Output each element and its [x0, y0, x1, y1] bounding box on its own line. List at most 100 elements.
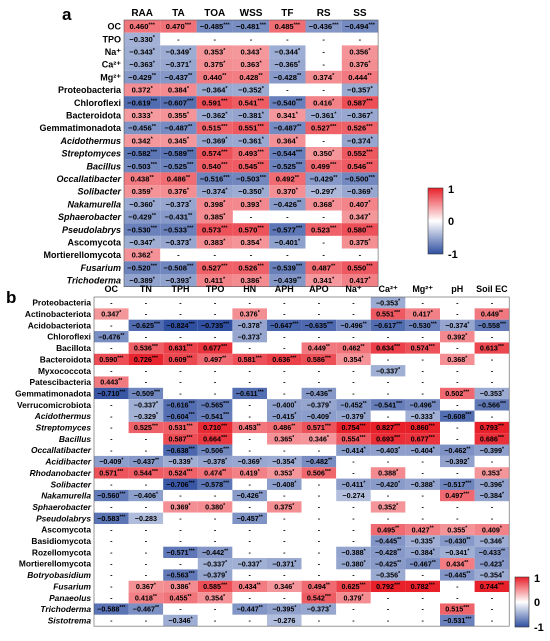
cell-label: - — [179, 559, 182, 568]
cell-label: −0.406* — [134, 491, 158, 500]
heatmap-cell — [269, 197, 306, 211]
heatmap-cell — [128, 297, 164, 309]
cell-label: 0.376* — [349, 60, 371, 69]
cell-label: −0.392* — [445, 457, 469, 466]
cell-label: −0.330* — [129, 35, 155, 44]
heatmap-cell — [474, 603, 510, 615]
heatmap-cell — [336, 410, 371, 422]
cell-label: −0.373* — [166, 200, 192, 209]
cell-label: - — [322, 213, 325, 222]
row-label-acidothermus: Acidothermus — [34, 411, 92, 421]
heatmap-cell — [128, 308, 164, 320]
cell-label: - — [456, 423, 459, 432]
cell-label: 0.375* — [204, 60, 226, 69]
heatmap-cell — [197, 319, 233, 332]
heatmap-cell — [94, 478, 129, 490]
heatmap-cell — [405, 569, 440, 581]
cell-label: −0.379* — [307, 400, 331, 409]
heatmap-cell — [440, 467, 475, 479]
cell-label: −0.517*** — [443, 480, 471, 489]
heatmap-cell — [232, 197, 270, 211]
cell-label: - — [110, 298, 113, 307]
heatmap-cell — [124, 134, 161, 147]
heatmap-cell — [301, 387, 337, 400]
cell-label: - — [456, 469, 459, 478]
cell-label: 0.355* — [168, 111, 190, 120]
cell-label: −0.415* — [272, 412, 296, 421]
cell-label: 0.710*** — [203, 423, 227, 432]
cell-label: 0.587*** — [347, 98, 373, 107]
cell-label: 0.531*** — [168, 423, 192, 432]
heatmap-cell — [440, 558, 475, 570]
cell-label: 0.343* — [240, 47, 262, 56]
heatmap-cell — [269, 20, 306, 33]
cell-label: 0.453** — [239, 423, 261, 432]
heatmap-cell — [197, 478, 233, 490]
heatmap-cell — [405, 478, 440, 490]
row-label-rhodanobacter: Rhodanobacter — [30, 468, 92, 478]
cell-label: 0.726*** — [134, 355, 158, 364]
heatmap-cell — [301, 421, 337, 434]
cell-label: 0.369* — [170, 503, 190, 512]
heatmap-cell — [336, 421, 371, 434]
cell-label: 0.677*** — [203, 344, 227, 353]
heatmap-cell — [305, 210, 342, 224]
heatmap-cell — [336, 433, 371, 445]
heatmap-cell — [196, 108, 233, 122]
cell-label: - — [421, 332, 424, 341]
cell-label: 0.581*** — [238, 355, 262, 364]
cell-label: −0.411* — [342, 480, 366, 489]
cell-label: - — [110, 559, 113, 568]
heatmap-cell — [197, 614, 233, 627]
heatmap-cell — [440, 592, 475, 604]
heatmap-cell — [232, 558, 267, 570]
heatmap-cell — [232, 455, 267, 468]
heatmap-cell — [370, 331, 406, 343]
heatmap-cell — [474, 342, 510, 354]
cell-label: - — [248, 525, 251, 534]
heatmap-cell — [440, 603, 475, 615]
cell-label: - — [322, 238, 325, 247]
cell-label: −0.362* — [202, 111, 228, 120]
cell-label: - — [179, 332, 182, 341]
heatmap-cell — [474, 546, 510, 559]
heatmap-cell — [94, 580, 129, 593]
heatmap-cell — [163, 569, 198, 581]
cell-label: - — [421, 593, 424, 602]
heatmap-cell — [196, 58, 233, 71]
row-label-acidothermus: Acidothermus — [59, 136, 121, 146]
heatmap-cell — [370, 353, 406, 366]
heatmap-cell — [124, 185, 161, 198]
cell-label: 0.573*** — [202, 225, 228, 234]
cell-label: −0.525*** — [272, 162, 303, 171]
heatmap-cell — [474, 444, 510, 456]
heatmap-cell — [232, 433, 267, 445]
cell-label: 0.449** — [481, 310, 503, 319]
heatmap-cell — [197, 376, 233, 388]
cell-label: - — [318, 548, 321, 557]
heatmap-cell — [370, 421, 406, 434]
heatmap-cell — [196, 274, 233, 287]
cell-label: 0.455** — [169, 593, 191, 602]
heatmap-cell — [474, 478, 510, 490]
heatmap-cell — [197, 342, 233, 354]
heatmap-cell — [305, 185, 342, 198]
heatmap-cell — [124, 172, 161, 186]
heatmap-cell — [370, 501, 406, 513]
heatmap-cell — [301, 569, 337, 581]
cell-label: 0.418** — [135, 593, 157, 602]
cell-label: - — [456, 593, 459, 602]
cell-label: - — [248, 412, 251, 421]
heatmap-cell — [232, 342, 267, 354]
heatmap-cell — [341, 248, 379, 262]
heatmap-cell — [128, 501, 164, 513]
cell-label: - — [387, 491, 390, 500]
cell-label: - — [248, 548, 251, 557]
heatmap-cell — [370, 535, 406, 547]
cell-label: −0.350* — [238, 187, 264, 196]
heatmap-cell — [163, 603, 198, 615]
cell-label: 0.495** — [377, 525, 399, 534]
cell-label: 0.609*** — [168, 355, 192, 364]
cell-label: - — [283, 514, 286, 523]
heatmap-cell — [301, 444, 337, 456]
